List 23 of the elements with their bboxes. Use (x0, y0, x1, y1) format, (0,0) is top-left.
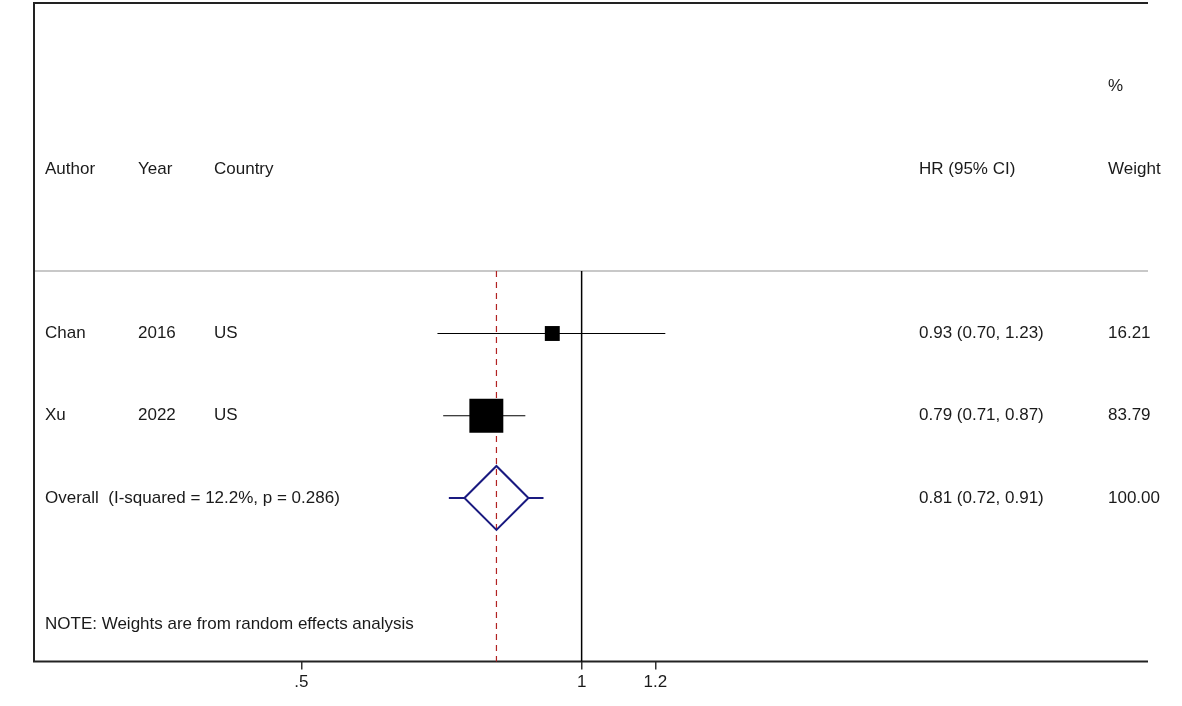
text: Author (45, 158, 96, 178)
text: Weight (1108, 158, 1161, 178)
text: HR (95% CI) (919, 158, 1016, 178)
annotation: 0.81 (0.72, 0.91) (919, 487, 1044, 507)
y-tick-label: Chan (45, 323, 86, 343)
text: Year (138, 158, 173, 178)
annotation: US (214, 405, 238, 425)
annotation: 2016 (138, 323, 176, 343)
x-tick-label: 1.2 (643, 672, 668, 692)
annotation: 83.79 (1108, 405, 1151, 425)
y-tick-label: Xu (45, 405, 66, 425)
annotation: 100.00 (1108, 487, 1160, 507)
annotation: 0.93 (0.70, 1.23) (919, 323, 1044, 343)
x-tick-label: .5 (294, 672, 309, 692)
x-tick-label: 1 (576, 672, 587, 692)
text: NOTE: Weights are from random effects analysis (45, 613, 414, 633)
y-tick-label: Overall (I-squared = 12.2%, p = 0.286) (45, 487, 340, 507)
annotation: 2022 (138, 405, 176, 425)
annotation: US (214, 323, 238, 343)
text: Country (214, 158, 275, 178)
text: % (1108, 75, 1124, 95)
annotation: 0.79 (0.71, 0.87) (919, 405, 1044, 425)
annotation: 16.21 (1108, 323, 1151, 343)
